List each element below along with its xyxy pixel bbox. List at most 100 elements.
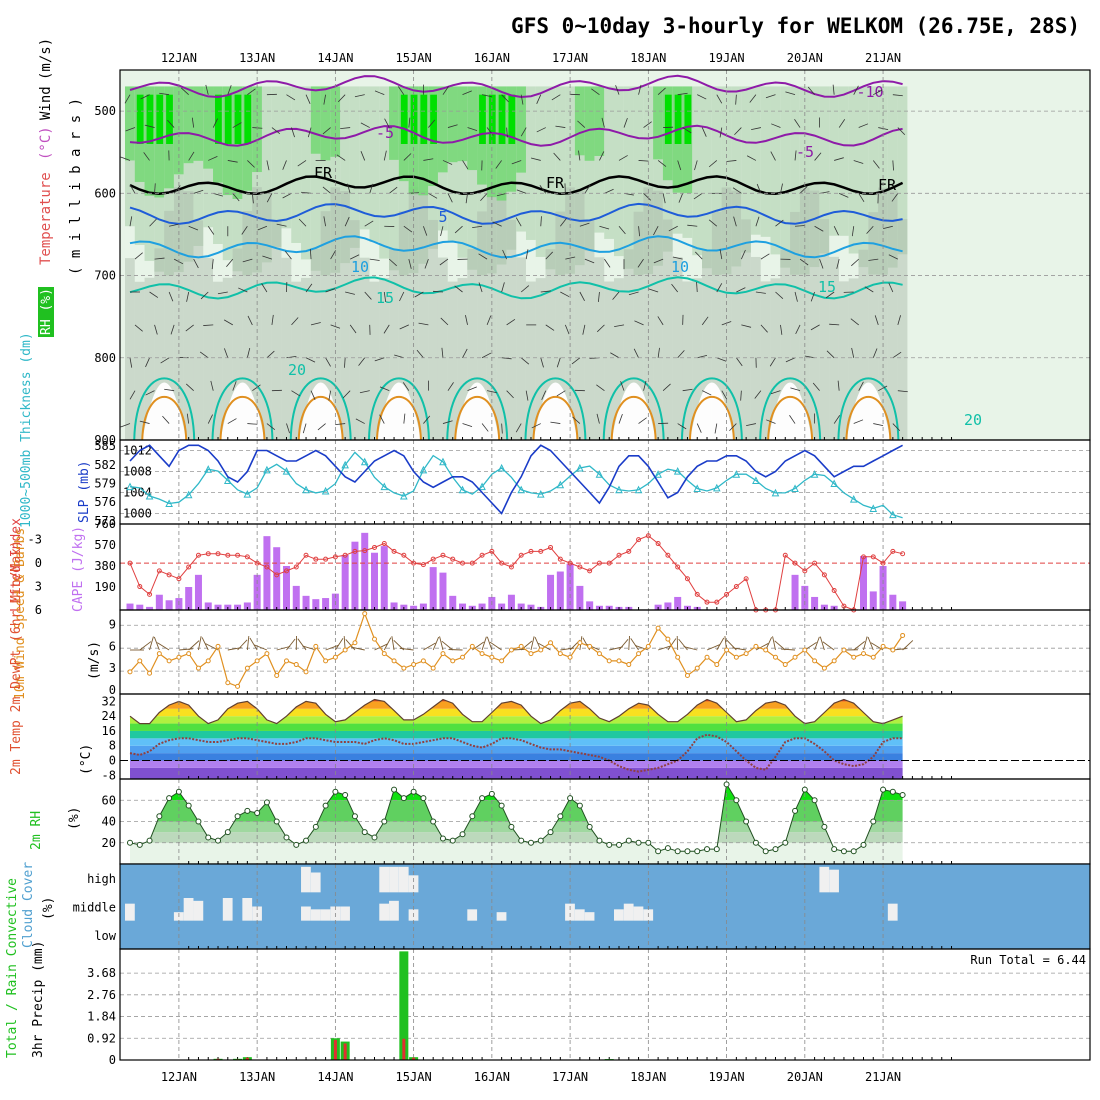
wind-barb [340, 127, 351, 129]
wind-barb [520, 285, 530, 293]
wind-speed-point [293, 662, 299, 668]
rh-point [224, 829, 231, 836]
wind-barb [465, 193, 468, 204]
wind-barb [144, 124, 155, 128]
temp-band [130, 730, 903, 739]
cape-bar [586, 601, 594, 610]
wind-barb [819, 258, 824, 269]
cape-bar [155, 594, 163, 610]
rh-shade-green [193, 86, 204, 161]
wind-barb-10m [822, 641, 835, 651]
rh-shade-gray [349, 220, 360, 440]
wind-barb [697, 94, 707, 100]
wind-barb [614, 324, 625, 328]
wind-barb [851, 258, 859, 267]
thickness-point [732, 470, 741, 478]
rh-point [342, 791, 349, 798]
wind-barb [833, 415, 841, 424]
wind-barb [851, 347, 855, 358]
wind-barb [888, 282, 894, 293]
wind-barb [582, 324, 586, 335]
rh-shade-green [125, 86, 135, 161]
wind-barb [697, 354, 708, 359]
wind-speed-point [342, 647, 348, 653]
wind-barb [374, 357, 385, 362]
temp-contour [129, 124, 903, 147]
rh-shade-bright [146, 94, 154, 144]
wind-speed-point [587, 643, 593, 649]
wind-barb [454, 285, 463, 293]
cloud-high-bar [379, 866, 390, 893]
rh-tick-label: 20 [102, 836, 116, 850]
temp-band [130, 745, 903, 754]
lifted-index-point [724, 591, 730, 597]
lifted-index-point [636, 537, 642, 543]
cloud-mid-bar [389, 900, 399, 921]
rh-shade-green [653, 86, 663, 160]
wind-barb [637, 258, 644, 268]
wind-speed-point [665, 636, 671, 642]
wind-barb [765, 94, 776, 99]
wind-barb [618, 155, 628, 161]
lifted-index-point [655, 541, 661, 547]
temp-contour-25 [219, 396, 266, 441]
wind-barb [305, 357, 316, 363]
wind-barb [188, 151, 195, 161]
rh-point [606, 841, 613, 848]
thickness-tick-label: 582 [94, 458, 116, 472]
wind-barb [251, 193, 254, 204]
wind-barb [286, 94, 296, 101]
rh-shade-gray [437, 257, 448, 440]
rh-point [674, 848, 681, 855]
cloud-mid-bar [623, 903, 634, 921]
wind-barb [403, 413, 406, 424]
rh-shade-mid [369, 86, 380, 242]
wind-speed-point [831, 658, 837, 664]
wind-barb [226, 258, 234, 268]
lifted-index-point [411, 560, 417, 566]
wind-barb [342, 390, 351, 399]
wind-barb [291, 317, 299, 326]
thickness-point [810, 470, 819, 478]
cloud-high-bar [829, 869, 839, 893]
rh-shade-gray [653, 190, 663, 440]
wind-barb [439, 258, 449, 266]
rh-point [127, 839, 133, 846]
rh-shade-gray [741, 219, 751, 440]
wind-barb [677, 160, 682, 171]
cape-bar [185, 587, 193, 610]
rh-shade-gray [418, 190, 429, 440]
rh-point [215, 837, 222, 844]
lifted-index-point [812, 560, 818, 566]
cape-bar [165, 600, 173, 610]
wind-barb [812, 382, 820, 391]
rh-shade-mid [838, 86, 849, 236]
wind-barb [170, 324, 175, 335]
precip-tick-label: 0.92 [87, 1031, 116, 1045]
wind-barb [858, 193, 865, 203]
lifted-index-point [440, 552, 446, 558]
cloud-units: (%) [41, 897, 56, 920]
wind-speed-point [596, 651, 602, 657]
wind-barb [397, 86, 405, 95]
thickness-tick-label: 576 [94, 495, 116, 509]
wind-barb [149, 291, 159, 298]
wind-speed-point [391, 658, 397, 664]
wind-speed-point [499, 658, 505, 664]
wind-barb [751, 127, 762, 131]
wind-barb-10m [178, 648, 193, 651]
wind-barb [238, 287, 248, 293]
temp2m-units: (°C) [79, 744, 94, 775]
cloud-level-label: middle [73, 901, 116, 915]
wind-barb-10m [423, 642, 436, 651]
rh-point [880, 786, 887, 793]
rh-point [205, 834, 212, 841]
wind-barb [462, 160, 469, 170]
lifted-index-point [450, 556, 456, 562]
rh-shade-gray [750, 256, 761, 440]
wind-barb [536, 94, 542, 104]
wind-barb-10m [153, 636, 160, 651]
rh-shade-gray [261, 191, 272, 440]
wind-barb [785, 91, 796, 96]
rh-point [439, 835, 446, 842]
